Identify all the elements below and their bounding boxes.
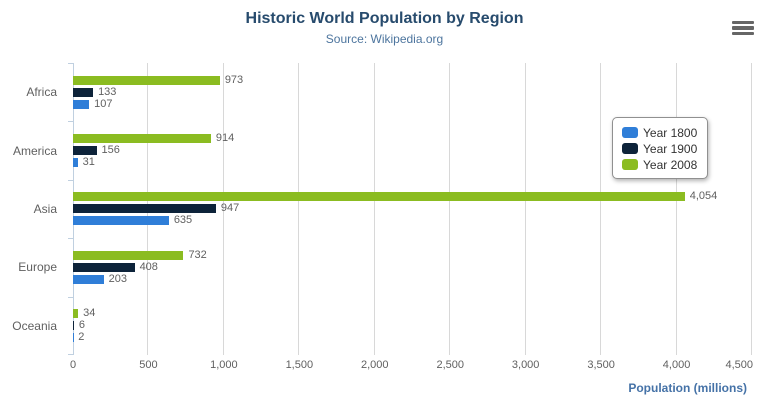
- bar-line: 156: [73, 144, 752, 157]
- bar-value-label: 107: [94, 97, 113, 110]
- bar-line: 34: [73, 307, 752, 320]
- gridline: [373, 63, 375, 355]
- bar-line: 914: [73, 132, 752, 145]
- bar-line: 107: [73, 97, 752, 110]
- bar-year-2008-oceania[interactable]: [73, 309, 79, 319]
- bar-year-2008-europe[interactable]: [73, 250, 184, 260]
- bar-value-label: 635: [173, 214, 193, 227]
- legend-swatch: [622, 127, 638, 138]
- bar-group-oceania: 34 6 2: [73, 297, 752, 355]
- legend-item-year-1800[interactable]: Year 1800: [622, 125, 698, 140]
- x-axis-tick-label: 4,500: [725, 359, 753, 371]
- bar-year-2008-asia[interactable]: [73, 192, 685, 202]
- bar-group-america: 914 156 31: [73, 121, 752, 179]
- legend-item-label: Year 1900: [643, 141, 698, 156]
- legend-swatch: [622, 143, 638, 154]
- export-menu-button[interactable]: [729, 17, 757, 39]
- x-axis-tick-label: 4,000: [662, 359, 691, 371]
- legend-swatch: [622, 159, 638, 170]
- bar-year-1900-oceania[interactable]: [73, 321, 74, 331]
- bar-year-1800-asia[interactable]: [73, 216, 169, 226]
- bar-value-label: 947: [220, 202, 240, 215]
- bar-group-europe: 732 408 203: [73, 238, 752, 296]
- legend-item-label: Year 2008: [643, 157, 698, 172]
- plot-area: 973 133 107 914 156 31 4,054 947 635 732 408 203 34 6…: [68, 63, 752, 355]
- bar-value-label: 973: [224, 73, 244, 86]
- bar-value-label: 4,054: [689, 190, 718, 203]
- bar-line: 6: [73, 319, 752, 332]
- bar-year-2008-africa[interactable]: [73, 75, 220, 85]
- x-axis-tick-label: 3,500: [587, 359, 615, 371]
- bar-year-1900-africa[interactable]: [73, 87, 94, 97]
- bar-value-label: 31: [82, 156, 95, 169]
- bar-year-1900-europe[interactable]: [73, 262, 135, 272]
- gridline: [600, 63, 602, 355]
- category-tick: [68, 63, 73, 64]
- x-axis-tick-label: 1,000: [210, 359, 238, 371]
- gridline: [298, 63, 300, 355]
- chart-title: Historic World Population by Region: [245, 10, 524, 27]
- bar-line: 4,054: [73, 190, 752, 203]
- x-axis-tick-label: 2,500: [436, 359, 464, 371]
- legend: Year 1800 Year 1900 Year 2008: [612, 117, 709, 179]
- category-tick: [68, 121, 73, 123]
- bar-group-asia: 4,054 947 635: [73, 180, 752, 238]
- category-label-asia: Asia: [33, 201, 57, 216]
- category-tick: [68, 238, 73, 240]
- gridline: [675, 63, 677, 355]
- gridline: [449, 63, 451, 355]
- bar-year-1800-africa[interactable]: [73, 99, 90, 109]
- category-label-oceania: Oceania: [12, 318, 57, 333]
- bar-line: 635: [73, 214, 752, 227]
- category-tick: [68, 179, 73, 181]
- category-label-africa: Africa: [26, 85, 57, 100]
- category-tick: [68, 354, 73, 355]
- bar-line: 947: [73, 202, 752, 215]
- legend-item-year-2008[interactable]: Year 2008: [622, 157, 698, 172]
- legend-item-year-1900[interactable]: Year 1900: [622, 141, 698, 156]
- x-axis-tick-label: 500: [139, 359, 158, 371]
- x-axis-tick-label: 3,000: [511, 359, 540, 371]
- chart-subtitle: Source: Wikipedia.org: [325, 32, 444, 46]
- bar-line: 2: [73, 331, 752, 344]
- x-axis-title: Population (millions): [628, 381, 747, 395]
- bar-year-2008-america[interactable]: [73, 134, 211, 144]
- bar-value-label: 34: [83, 307, 96, 320]
- bar-year-1900-america[interactable]: [73, 146, 97, 156]
- hamburger-menu-icon: [732, 26, 754, 30]
- bar-line: 31: [73, 156, 752, 169]
- hamburger-menu-icon: [732, 31, 754, 36]
- legend-item-label: Year 1800: [643, 125, 698, 140]
- gridline: [222, 63, 224, 355]
- bar-line: 973: [73, 73, 752, 86]
- bar-line: 732: [73, 248, 752, 261]
- bar-value-label: 914: [215, 132, 235, 145]
- gridline: [751, 63, 752, 355]
- bar-group-africa: 973 133 107: [73, 63, 752, 121]
- bar-value-label: 732: [188, 248, 207, 261]
- bar-year-1800-europe[interactable]: [73, 274, 104, 284]
- x-axis-tick-label: 2,000: [361, 359, 389, 371]
- x-axis-tick-label: 0: [69, 359, 77, 371]
- category-label-europe: Europe: [18, 260, 57, 275]
- category-label-america: America: [12, 143, 57, 158]
- bar-value-label: 408: [139, 260, 158, 273]
- hamburger-menu-icon: [732, 20, 754, 25]
- bar-value-label: 2: [78, 331, 85, 344]
- bar-value-label: 203: [108, 272, 127, 285]
- bar-year-1800-america[interactable]: [73, 158, 78, 168]
- bar-value-label: 6: [78, 319, 86, 332]
- gridline: [524, 63, 526, 355]
- bar-line: 408: [73, 260, 752, 273]
- category-tick: [68, 296, 73, 298]
- bar-line: 133: [73, 85, 752, 98]
- bar-line: 203: [73, 272, 752, 285]
- x-axis-tick-label: 1,500: [285, 359, 314, 371]
- bar-value-label: 156: [101, 144, 120, 157]
- bar-value-label: 133: [98, 85, 117, 98]
- bar-year-1900-asia[interactable]: [73, 204, 216, 214]
